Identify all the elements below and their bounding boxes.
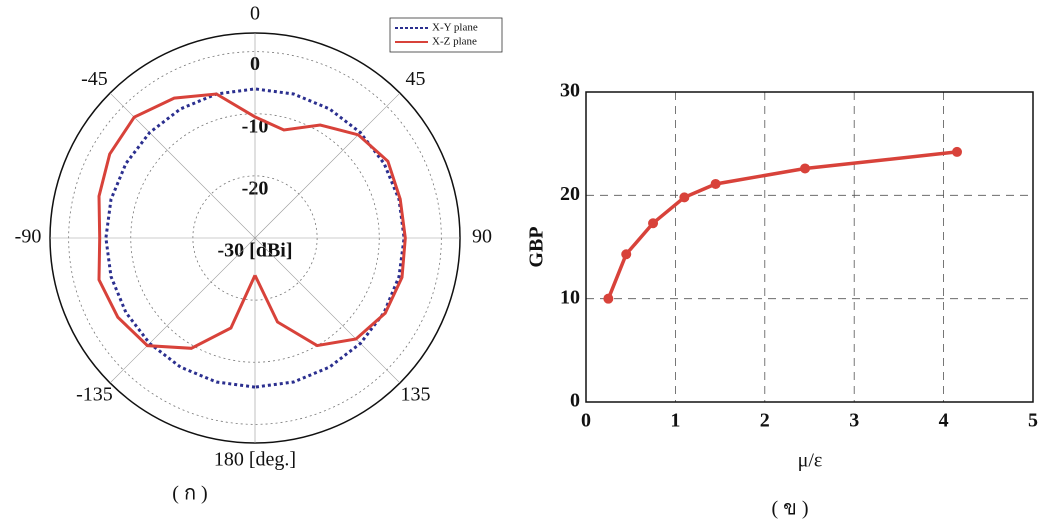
angular-grid bbox=[255, 238, 400, 383]
angular-tick-label: 180 [deg.] bbox=[214, 449, 296, 471]
x-tick-label: 2 bbox=[760, 410, 770, 432]
x-axis-label: μ/ε bbox=[798, 450, 823, 472]
angular-tick-label: -135 bbox=[76, 383, 113, 405]
angular-grid bbox=[110, 238, 255, 383]
x-tick-label: 1 bbox=[670, 410, 680, 432]
x-tick-label: 0 bbox=[581, 410, 591, 432]
angular-tick-label: 90 bbox=[472, 226, 492, 248]
x-tick-label: 5 bbox=[1028, 410, 1038, 432]
x-tick-label: 3 bbox=[849, 410, 859, 432]
angular-tick-label: -45 bbox=[81, 68, 108, 90]
caption: ( ก ) bbox=[172, 483, 207, 505]
angular-tick-label: 0 bbox=[250, 3, 260, 25]
plot-frame bbox=[586, 92, 1033, 402]
angular-grid bbox=[110, 93, 255, 238]
caption: ( ข ) bbox=[772, 498, 809, 520]
legend-label: X-Y plane bbox=[432, 22, 478, 34]
angular-grid bbox=[255, 93, 400, 238]
data-point bbox=[621, 249, 631, 259]
data-point bbox=[679, 192, 689, 202]
data-point bbox=[711, 179, 721, 189]
y-tick-label: 10 bbox=[560, 286, 580, 308]
y-tick-label: 20 bbox=[560, 183, 580, 205]
angular-tick-label: -90 bbox=[15, 226, 42, 248]
x-tick-label: 4 bbox=[939, 410, 949, 432]
data-point bbox=[648, 218, 658, 228]
legend-label: X-Z plane bbox=[432, 36, 477, 48]
figure: 0-10-20-30 [dBi]04590135180 [deg.]-135-9… bbox=[0, 0, 1042, 524]
y-tick-label: 30 bbox=[560, 80, 580, 102]
y-axis-label: GBP bbox=[526, 226, 548, 267]
series-line bbox=[608, 152, 957, 299]
angular-tick-label: 135 bbox=[401, 383, 431, 405]
data-point bbox=[952, 147, 962, 157]
data-point bbox=[800, 163, 810, 173]
data-point bbox=[603, 294, 613, 304]
angular-tick-label: 45 bbox=[406, 68, 426, 90]
y-tick-label: 0 bbox=[570, 390, 580, 412]
